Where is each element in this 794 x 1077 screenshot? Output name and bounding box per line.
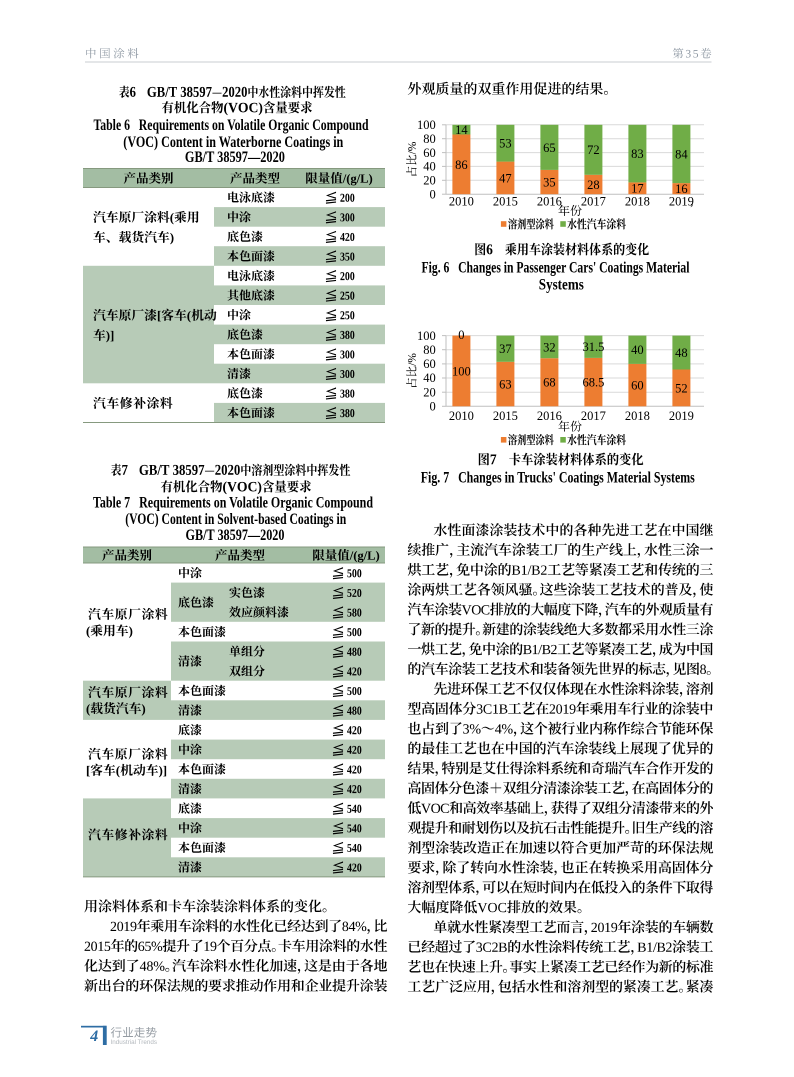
svg-text:53: 53 (499, 137, 512, 151)
svg-text:2015: 2015 (493, 195, 518, 209)
svg-text:20: 20 (423, 385, 436, 399)
svg-text:(VOC) Content in Solvent-based: (VOC) Content in Solvent-based Coatings … (125, 511, 346, 528)
svg-text:100: 100 (417, 329, 436, 343)
svg-text:0: 0 (430, 187, 436, 201)
svg-text:0: 0 (458, 328, 464, 342)
svg-text:37: 37 (499, 342, 512, 356)
svg-text:68.5: 68.5 (582, 376, 604, 390)
svg-text:Systems: Systems (539, 277, 584, 294)
svg-text:2016: 2016 (537, 195, 562, 209)
svg-text:40: 40 (423, 160, 436, 174)
svg-text:Table 6 Requirements on Vola: Table 6 Requirements on Volatile Organic… (94, 117, 369, 134)
svg-text:32: 32 (543, 340, 556, 354)
svg-text:2015: 2015 (493, 409, 518, 423)
svg-text:100: 100 (452, 364, 471, 378)
svg-text:14: 14 (455, 123, 468, 137)
svg-text:Industrial Trends: Industrial Trends (111, 1039, 158, 1046)
svg-text:2018: 2018 (625, 195, 650, 209)
svg-text:84: 84 (675, 147, 688, 161)
svg-text:GB/T 38597—2020: GB/T 38597—2020 (185, 149, 285, 166)
svg-text:,: , (690, 195, 693, 209)
svg-text:40: 40 (631, 343, 644, 357)
svg-text:47: 47 (499, 171, 512, 185)
svg-text:17: 17 (631, 182, 644, 196)
svg-text:60: 60 (423, 146, 436, 160)
svg-text:52: 52 (675, 381, 688, 395)
svg-text:63: 63 (499, 377, 512, 391)
svg-text:80: 80 (423, 132, 436, 146)
svg-text:31.5: 31.5 (582, 340, 604, 354)
svg-text:Fig. 6 Changes in Passenger: Fig. 6 Changes in Passenger Cars' Coatin… (422, 260, 691, 277)
svg-text:83: 83 (631, 147, 644, 161)
svg-text:Fig. 7 Changes in Trucks' Co: Fig. 7 Changes in Trucks' Coatings Mater… (421, 470, 695, 487)
svg-text:2010: 2010 (449, 409, 474, 423)
svg-text:2017: 2017 (581, 195, 606, 209)
svg-text:2017: 2017 (581, 409, 606, 423)
svg-text:0: 0 (430, 400, 436, 414)
svg-text:68: 68 (543, 376, 556, 390)
svg-text:(VOC) Content in Waterborne Co: (VOC) Content in Waterborne Coatings in (123, 134, 343, 151)
svg-text:100: 100 (417, 118, 436, 132)
svg-text:72: 72 (587, 143, 600, 157)
svg-text:20: 20 (423, 174, 436, 188)
svg-text:2010: 2010 (449, 195, 474, 209)
svg-text:GB/T 38597—2020: GB/T 38597—2020 (186, 527, 285, 544)
svg-text:2019: 2019 (669, 409, 694, 423)
svg-text:80: 80 (423, 343, 436, 357)
svg-text:86: 86 (455, 158, 468, 172)
svg-text:16: 16 (675, 182, 688, 196)
svg-text:60: 60 (631, 379, 644, 393)
svg-text:Table 7 Requirements on Vola: Table 7 Requirements on Volatile Organic… (93, 494, 373, 511)
svg-text:35: 35 (543, 176, 556, 190)
svg-text:48: 48 (675, 346, 688, 360)
svg-text:2019: 2019 (669, 195, 694, 209)
svg-text:65: 65 (543, 141, 556, 155)
svg-text:2018: 2018 (625, 409, 650, 423)
svg-text:40: 40 (423, 371, 436, 385)
svg-text:2016: 2016 (537, 409, 562, 423)
svg-text:28: 28 (587, 178, 600, 192)
svg-text:4: 4 (89, 1028, 98, 1045)
svg-text:60: 60 (423, 357, 436, 371)
